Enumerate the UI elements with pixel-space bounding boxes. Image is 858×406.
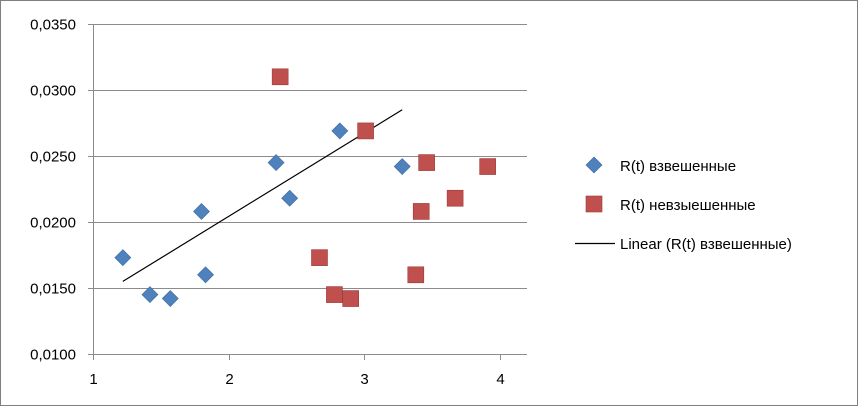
legend-diamond-marker bbox=[585, 156, 603, 174]
data-points bbox=[114, 68, 496, 307]
square-point bbox=[326, 286, 343, 303]
diamond-point bbox=[267, 154, 285, 172]
trendline-layer bbox=[122, 109, 403, 282]
square-point bbox=[479, 158, 496, 175]
legend: R(t) взвешенные R(t) невзыешенные Linear (… bbox=[575, 156, 792, 253]
legend-label: R(t) невзыешенные bbox=[620, 197, 756, 214]
y-tick-label: 0,0300 bbox=[30, 83, 76, 100]
diamond-point bbox=[393, 158, 411, 175]
x-tick-label: 4 bbox=[496, 371, 504, 388]
diamond-point bbox=[193, 203, 210, 220]
square-point bbox=[418, 154, 435, 171]
x-tick-label: 3 bbox=[360, 371, 368, 388]
axes: 0,0100 0,0150 0,0200 0,0250 0,0300 0,0350 1 2 3 4 bbox=[30, 17, 527, 388]
square-point bbox=[311, 249, 328, 266]
square-point bbox=[357, 122, 374, 140]
diamond-point bbox=[281, 189, 299, 207]
square-point bbox=[412, 203, 430, 220]
y-tick-label: 0,0150 bbox=[30, 281, 76, 298]
diamond-point bbox=[161, 290, 179, 307]
series-1 bbox=[114, 122, 411, 307]
diamond-point bbox=[197, 266, 214, 284]
x-tick-label: 1 bbox=[89, 371, 97, 388]
legend-label: Linear (R(t) взвешенные) bbox=[620, 236, 792, 253]
legend-square-marker bbox=[585, 195, 603, 213]
y-tick-label: 0,0200 bbox=[30, 215, 76, 232]
y-tick-label: 0,0250 bbox=[30, 149, 76, 166]
diamond-point bbox=[114, 249, 132, 267]
trendline bbox=[122, 109, 403, 282]
y-tick-label: 0,0100 bbox=[30, 347, 76, 364]
y-tick-label: 0,0350 bbox=[30, 17, 76, 34]
square-point bbox=[271, 68, 289, 86]
x-tick-label: 2 bbox=[225, 371, 233, 388]
legend-label: R(t) взвешенные bbox=[620, 158, 736, 175]
diamond-point bbox=[141, 286, 159, 304]
diamond-point bbox=[331, 122, 349, 140]
square-point bbox=[446, 189, 464, 207]
square-point bbox=[407, 266, 425, 284]
series-2 bbox=[271, 68, 496, 307]
square-point bbox=[342, 290, 359, 307]
